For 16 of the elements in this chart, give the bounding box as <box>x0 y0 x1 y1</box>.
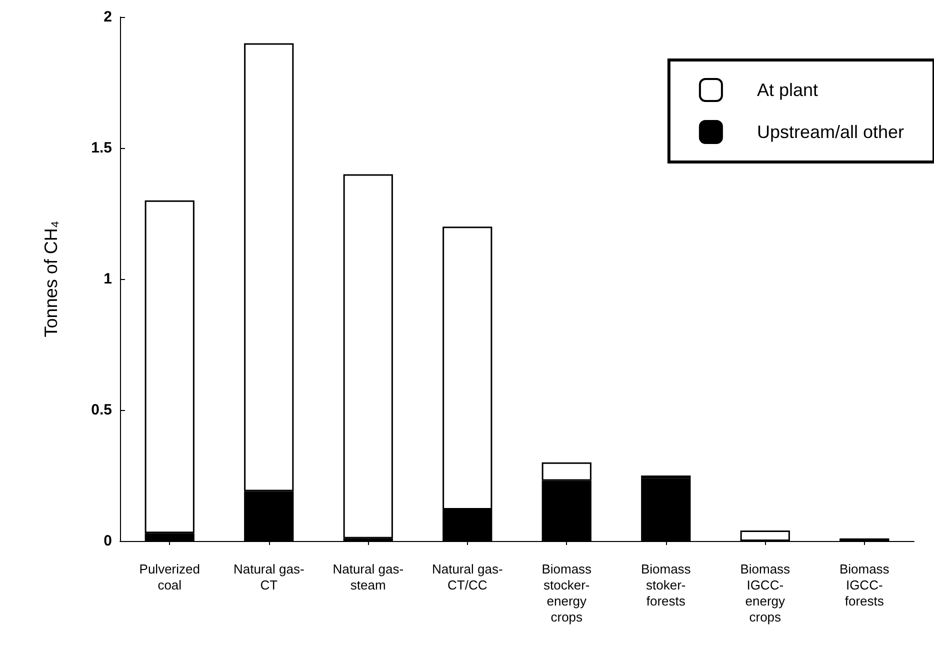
y-tick-label: 0 <box>104 532 112 550</box>
x-tick-label: Biomass IGCC- energy crops <box>740 562 791 624</box>
x-tick-label: Natural gas- CT <box>233 562 304 592</box>
x-tick-label: Biomass stoker- forests <box>640 562 692 608</box>
x-tick-label: Natural gas- steam <box>332 562 404 592</box>
y-tick-label: 1 <box>104 270 112 288</box>
legend-label: At plant <box>756 80 818 100</box>
y-axis-title: Tonnes of CH₄ <box>41 220 61 338</box>
x-tick-label: Biomass IGCC- forests <box>839 562 890 608</box>
y-tick-label: 2 <box>104 8 112 26</box>
y-tick-label: 0.5 <box>91 402 112 418</box>
y-tick-label: 1.5 <box>91 140 112 156</box>
x-tick-label: Pulverized coal <box>139 562 200 592</box>
x-tick-label: Natural gas- CT/CC <box>432 562 503 592</box>
legend-label: Upstream/all other <box>756 122 904 142</box>
x-tick-label: Biomass stocker- energy crops <box>542 562 592 624</box>
